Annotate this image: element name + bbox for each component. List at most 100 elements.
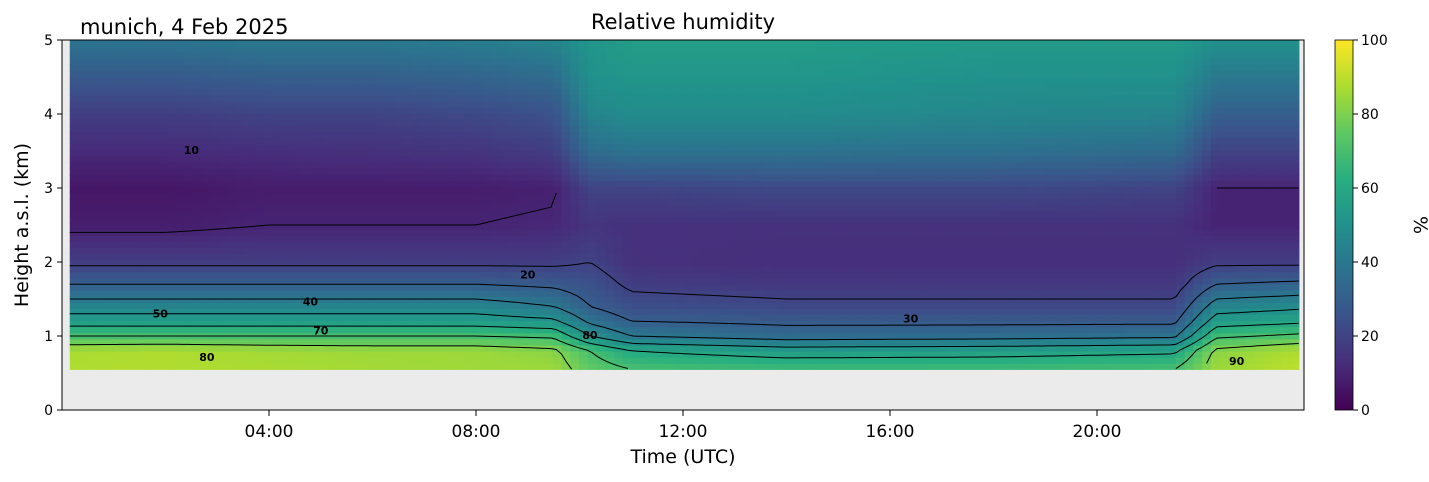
heatmap-cell xyxy=(183,216,194,224)
heatmap-cell xyxy=(824,40,835,47)
heatmap-cell xyxy=(815,186,826,194)
heatmap-cell xyxy=(745,222,756,230)
heatmap-cell xyxy=(464,161,475,169)
heatmap-cell xyxy=(456,76,466,84)
heatmap-cell xyxy=(219,290,229,297)
heatmap-cell xyxy=(561,186,571,194)
heatmap-cell xyxy=(535,192,545,200)
heatmap-cell xyxy=(754,88,764,96)
heatmap-cell xyxy=(377,344,387,352)
heatmap-cell xyxy=(262,100,273,108)
heatmap-cell xyxy=(429,76,440,84)
heatmap-cell xyxy=(122,64,132,72)
heatmap-cell xyxy=(780,332,791,340)
heatmap-cell xyxy=(201,58,211,65)
heatmap-cell xyxy=(254,229,264,236)
heatmap-cell xyxy=(570,259,580,267)
heatmap-cell xyxy=(736,277,747,285)
heatmap-cell xyxy=(596,46,606,53)
heatmap-cell xyxy=(403,70,413,78)
heatmap-cell xyxy=(210,222,220,230)
heatmap-cell xyxy=(219,64,229,72)
heatmap-cell xyxy=(148,155,159,163)
heatmap-cell xyxy=(271,46,282,53)
heatmap-cell xyxy=(561,290,571,297)
heatmap-cell xyxy=(69,344,80,352)
heatmap-cell xyxy=(508,320,519,328)
heatmap-cell xyxy=(236,357,246,364)
heatmap-cell xyxy=(87,198,97,206)
heatmap-cell xyxy=(526,58,536,65)
heatmap-cell xyxy=(385,259,396,267)
heatmap-cell xyxy=(728,271,738,279)
heatmap-cell xyxy=(622,88,633,96)
heatmap-cell xyxy=(693,76,703,84)
heatmap-cell xyxy=(526,351,536,358)
heatmap-cell xyxy=(175,247,185,255)
heatmap-cell xyxy=(438,168,448,175)
heatmap-cell xyxy=(526,241,536,248)
heatmap-cell xyxy=(807,155,817,163)
heatmap-cell xyxy=(833,241,843,248)
heatmap-cell xyxy=(666,46,677,53)
heatmap-cell xyxy=(701,338,712,346)
heatmap-cell xyxy=(315,241,325,248)
heatmap-cell xyxy=(736,296,747,303)
heatmap-cell xyxy=(324,253,334,261)
heatmap-cell xyxy=(745,265,756,273)
heatmap-cell xyxy=(640,186,650,194)
heatmap-cell xyxy=(368,76,378,84)
heatmap-cell xyxy=(851,210,861,218)
heatmap-cell xyxy=(219,58,229,65)
heatmap-cell xyxy=(438,192,448,200)
heatmap-cell xyxy=(254,290,264,297)
heatmap-cell xyxy=(113,290,124,297)
heatmap-cell xyxy=(657,198,668,206)
heatmap-cell xyxy=(543,70,554,78)
heatmap-cell xyxy=(271,137,282,145)
heatmap-cell xyxy=(87,247,97,255)
heatmap-cell xyxy=(693,168,703,175)
heatmap-cell xyxy=(570,100,580,108)
heatmap-cell xyxy=(508,125,519,133)
heatmap-cell xyxy=(701,204,712,212)
heatmap-cell xyxy=(306,180,317,187)
heatmap-cell xyxy=(543,143,554,151)
heatmap-cell xyxy=(456,186,466,194)
heatmap-cell xyxy=(657,265,668,273)
heatmap-cell xyxy=(631,283,641,291)
heatmap-cell xyxy=(280,180,290,187)
heatmap-cell xyxy=(640,320,650,328)
heatmap-cell xyxy=(78,119,88,126)
heatmap-cell xyxy=(254,113,264,120)
heatmap-cell xyxy=(280,100,290,108)
heatmap-cell xyxy=(552,70,562,78)
heatmap-cell xyxy=(543,332,554,340)
heatmap-cell xyxy=(640,198,650,206)
heatmap-cell xyxy=(464,180,475,187)
heatmap-cell xyxy=(833,277,843,285)
heatmap-cell xyxy=(210,143,220,151)
heatmap-cell xyxy=(438,302,448,309)
heatmap-cell xyxy=(780,235,791,242)
heatmap-cell xyxy=(192,351,203,358)
heatmap-cell xyxy=(341,107,352,114)
heatmap-cell xyxy=(385,235,396,242)
heatmap-cell xyxy=(693,52,703,59)
heatmap-cell xyxy=(298,168,308,175)
heatmap-cell xyxy=(192,277,203,285)
heatmap-cell xyxy=(219,125,229,133)
heatmap-cell xyxy=(842,119,852,126)
heatmap-cell xyxy=(824,107,835,114)
heatmap-cell xyxy=(104,107,115,114)
heatmap-cell xyxy=(701,125,712,133)
heatmap-cell xyxy=(491,131,501,139)
heatmap-cell xyxy=(807,265,817,273)
heatmap-cell xyxy=(306,338,317,346)
heatmap-cell xyxy=(552,82,562,90)
heatmap-cell xyxy=(693,143,703,151)
heatmap-cell xyxy=(359,40,369,47)
heatmap-cell xyxy=(833,70,843,78)
heatmap-cell xyxy=(482,222,492,230)
heatmap-cell xyxy=(596,210,606,218)
